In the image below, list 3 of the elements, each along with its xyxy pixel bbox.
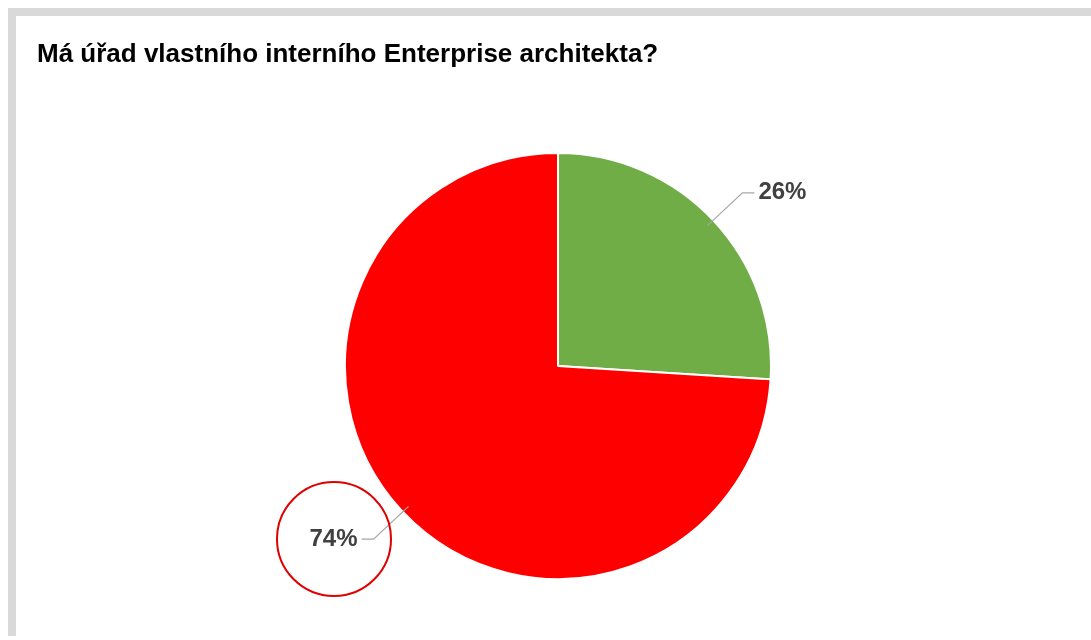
chart-title: Má úřad vlastního interního Enterprise architekta? — [37, 38, 659, 69]
data-label: 74% — [309, 523, 358, 551]
data-label: 26% — [758, 177, 807, 205]
